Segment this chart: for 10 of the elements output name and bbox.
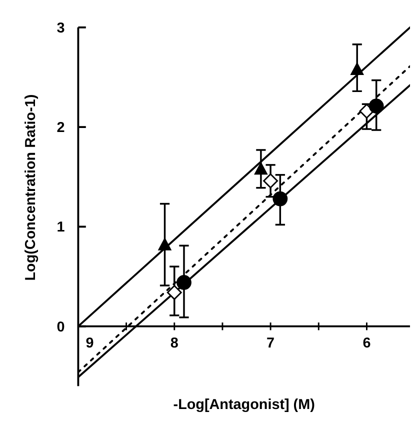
y-tick-label: 3	[56, 20, 65, 36]
y-axis-title: Log(Concentration Ratio-1)	[22, 94, 39, 281]
x-tick-label: 9	[86, 336, 94, 352]
y-tick-label: 2	[56, 120, 65, 136]
x-tick-label: 7	[266, 336, 275, 352]
x-tick-label: 8	[170, 336, 178, 352]
y-tick-label: 0	[56, 319, 65, 336]
x-tick-label: 6	[362, 336, 371, 352]
y-tick-label: 1	[56, 220, 65, 236]
x-axis-title: -Log[Antagonist] (M)	[173, 397, 316, 414]
